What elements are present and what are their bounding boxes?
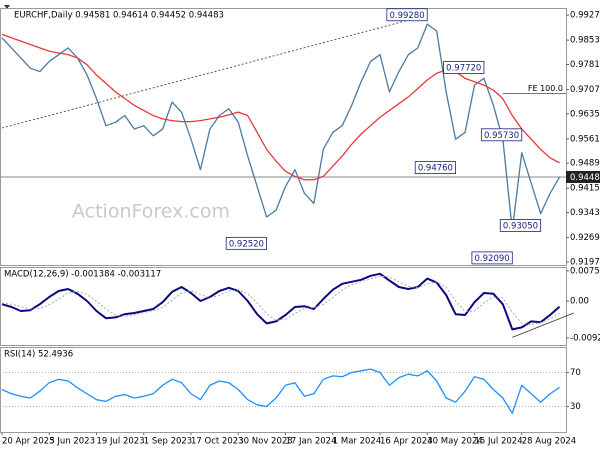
y-tick-label: 0.007525 (570, 266, 600, 276)
pane-border (0, 267, 567, 346)
annotation-label: 0.92090 (475, 254, 510, 264)
annotation-label: 0.97720 (446, 64, 481, 74)
annotation-box (480, 128, 523, 142)
series-line (1, 33, 560, 181)
series-line (1, 23, 561, 232)
annotation-label: 0.92520 (229, 239, 264, 249)
x-tick-label: 19 Jul 2023 (97, 437, 145, 447)
pane-border (0, 8, 567, 266)
watermark: ActionForex.com (72, 201, 230, 223)
menu-triangle (4, 5, 10, 9)
annotation-box (414, 161, 457, 175)
x-tick-label: 17 Oct 2023 (191, 437, 244, 447)
pane-title: RSI(14) 52.4936 (4, 350, 73, 360)
trendline (512, 312, 574, 338)
x-tick-label: 30 May 2024 (427, 437, 482, 447)
annotation-box (499, 219, 542, 232)
series-line (1, 272, 561, 331)
annotation-label: 0.94760 (418, 164, 453, 174)
x-tick-label: 1 Sep 2023 (144, 437, 192, 447)
pane-border (0, 347, 567, 433)
last-price-label: 0.94483 (570, 173, 600, 183)
x-tick-label: 30 Nov 2023 (238, 437, 292, 447)
annotation-box (471, 251, 513, 265)
x-tick-label: 16 Apr 2024 (380, 437, 433, 447)
y-tick-label: -0.009252 (570, 334, 600, 344)
annotation-label: 0.99280 (389, 11, 424, 21)
y-tick-label: 70 (570, 368, 581, 378)
last-price-tag (566, 170, 600, 183)
pane-title: MACD(12,26,9) -0.001384 -0.003117 (4, 270, 161, 280)
level-label: FE 100.0 (528, 84, 563, 93)
annotation-box (443, 61, 485, 74)
series-line (1, 275, 560, 326)
x-tick-label: 20 Apr 2023 (2, 437, 55, 447)
annotation-label: 0.93050 (503, 221, 538, 231)
y-tick-label: 30 (570, 402, 581, 412)
series-line (1, 368, 560, 414)
x-tick-label: 1 Mar 2024 (333, 437, 381, 447)
y-tick-label: 0.91970 (570, 257, 600, 267)
x-tick-label: 17 Jan 2024 (286, 437, 337, 447)
annotation-box (225, 236, 267, 250)
y-tick-label: 0.00 (570, 297, 589, 307)
x-tick-label: 28 Aug 2024 (522, 437, 576, 447)
x-tick-label: 15 Jul 2024 (475, 437, 523, 447)
pane-title: EURCHF,Daily 0.94581 0.94614 0.94452 0.9… (14, 11, 224, 21)
annotation-box (386, 8, 428, 22)
x-tick-label: 5 Jun 2023 (49, 437, 95, 447)
trendline (1, 14, 428, 129)
annotation-label: 0.95730 (484, 131, 519, 141)
